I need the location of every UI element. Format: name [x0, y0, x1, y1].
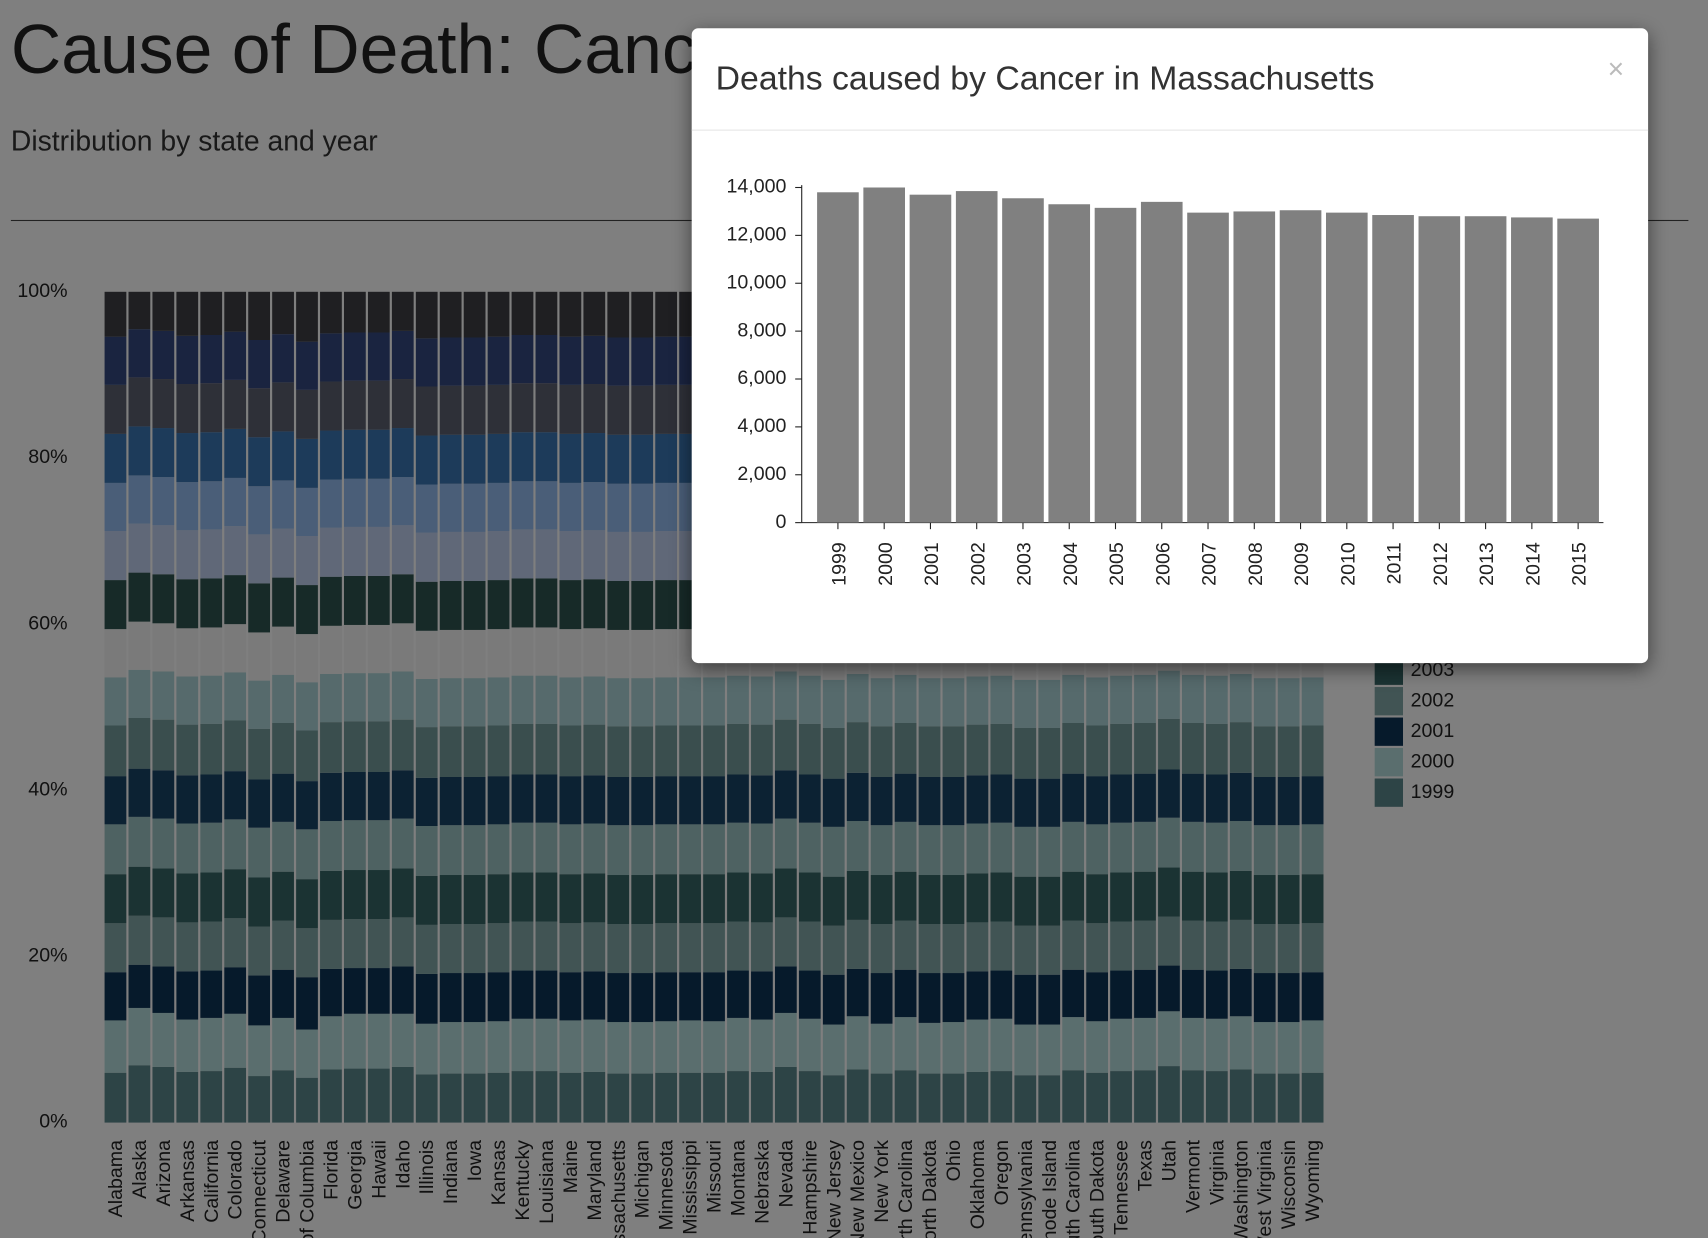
- bar: [863, 187, 906, 523]
- x-tick-label: 2007: [1199, 542, 1221, 586]
- bar: [955, 191, 998, 523]
- bar: [909, 194, 952, 523]
- x-tick-label: 2008: [1245, 542, 1267, 586]
- y-tick-label: 14,000: [727, 176, 787, 198]
- x-tick-label: 2002: [967, 542, 989, 586]
- bar: [1094, 207, 1137, 523]
- x-tick-label: 2004: [1060, 542, 1082, 586]
- bar: [1002, 198, 1044, 523]
- bar: [1418, 216, 1461, 523]
- x-tick-label: 2005: [1106, 542, 1128, 586]
- x-tick-label: 2013: [1476, 542, 1498, 586]
- x-tick-label: 2000: [875, 542, 897, 586]
- bar: [1048, 204, 1091, 523]
- x-tick-label: 2009: [1291, 542, 1313, 586]
- y-tick-label: 4,000: [737, 415, 786, 437]
- bar: [1279, 210, 1322, 523]
- bar: [1464, 216, 1507, 523]
- y-tick-label: 12,000: [727, 224, 787, 246]
- x-tick-label: 1999: [829, 542, 851, 586]
- x-tick-label: 2012: [1430, 542, 1452, 586]
- x-tick-label: 2006: [1152, 542, 1174, 586]
- bar: [1140, 201, 1183, 523]
- y-tick-label: 10,000: [727, 271, 787, 293]
- y-tick-label: 8,000: [737, 319, 786, 341]
- x-tick-label: 2015: [1569, 542, 1591, 586]
- bar: [1372, 215, 1414, 523]
- bar: [1511, 217, 1553, 523]
- x-tick-label: 2011: [1384, 542, 1406, 584]
- y-tick-label: 6,000: [737, 367, 786, 389]
- bar: [1557, 218, 1599, 523]
- close-button[interactable]: ×: [1607, 52, 1625, 85]
- bar-chart: 0 2,000 4,000 6,000 8,000 10,000 12,000 14,000 1…: [727, 176, 1604, 586]
- bar: [1233, 211, 1276, 523]
- y-tick-label: 2,000: [737, 463, 786, 485]
- y-tick-label: 0: [776, 511, 787, 533]
- x-tick-label: 2003: [1014, 542, 1036, 586]
- bar: [1187, 212, 1229, 523]
- bar: [1325, 212, 1368, 523]
- modal-divider: [691, 129, 1649, 131]
- x-tick-label: 2010: [1337, 542, 1359, 586]
- bar: [817, 192, 859, 523]
- x-tick-label: 2014: [1522, 542, 1544, 586]
- x-tick-label: 2001: [921, 542, 943, 586]
- modal-title: Deaths caused by Cancer in Massachusetts: [715, 58, 1375, 97]
- modal: Deaths caused by Cancer in Massachusetts…: [691, 28, 1649, 664]
